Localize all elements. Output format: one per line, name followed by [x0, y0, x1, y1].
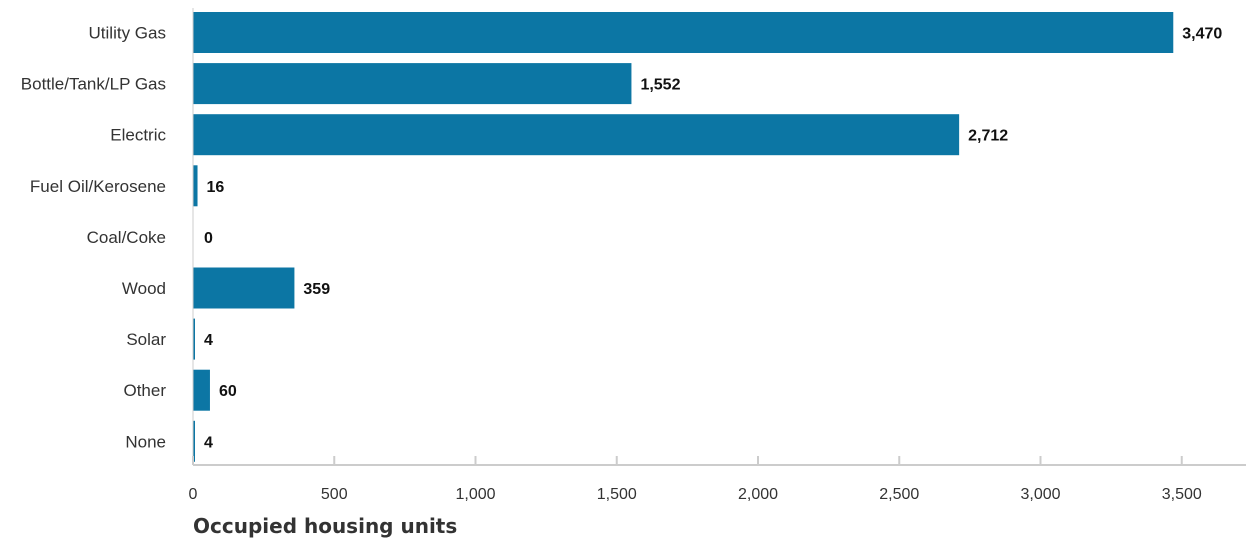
bar-2: [193, 114, 960, 156]
bar-6: [193, 318, 195, 360]
bars-group: [193, 12, 1174, 462]
value-label-0: 3,470: [1182, 26, 1222, 43]
bar-7: [193, 369, 210, 411]
bar-0: [193, 12, 1174, 53]
x-axis-title: Occupied housing units: [193, 514, 457, 538]
x-tick-label-1: 500: [321, 486, 348, 503]
value-label-3: 16: [207, 179, 225, 196]
category-label-1: Bottle/Tank/LP Gas: [21, 75, 166, 94]
value-label-1: 1,552: [640, 77, 680, 94]
category-label-2: Electric: [110, 126, 166, 145]
bar-5: [193, 267, 295, 309]
x-tick-label-3: 1,500: [597, 486, 637, 503]
x-tick-label-4: 2,000: [738, 486, 778, 503]
category-label-0: Utility Gas: [89, 24, 166, 43]
category-labels-group: Utility Gas Bottle/Tank/LP Gas Electric Fue…: [21, 24, 167, 452]
bar-1: [193, 63, 632, 105]
x-tick-label-5: 2,500: [879, 486, 919, 503]
x-tick-label-6: 3,000: [1020, 486, 1060, 503]
value-label-8: 4: [204, 434, 213, 451]
category-label-3: Fuel Oil/Kerosene: [30, 177, 166, 196]
bar-8: [193, 420, 195, 462]
x-tick-label-7: 3,500: [1162, 486, 1202, 503]
bar-3: [193, 165, 198, 207]
x-tick-label-2: 1,000: [455, 486, 495, 503]
category-label-6: Solar: [126, 330, 166, 349]
category-label-4: Coal/Coke: [87, 228, 166, 247]
value-label-6: 4: [204, 332, 213, 349]
value-label-5: 359: [303, 281, 330, 298]
category-label-5: Wood: [122, 279, 166, 298]
value-label-4: 0: [204, 230, 213, 247]
category-label-7: Other: [123, 381, 166, 400]
value-label-7: 60: [219, 383, 237, 400]
value-labels-group: 3,470 1,552 2,712 16 0 359 4 60 4: [203, 24, 1224, 453]
category-label-8: None: [125, 432, 166, 451]
x-tick-label-0: 0: [189, 486, 198, 503]
x-axis: 0 500 1,000 1,500 2,000 2,500 3,000 3,500: [189, 8, 1246, 503]
value-label-2: 2,712: [968, 128, 1008, 145]
